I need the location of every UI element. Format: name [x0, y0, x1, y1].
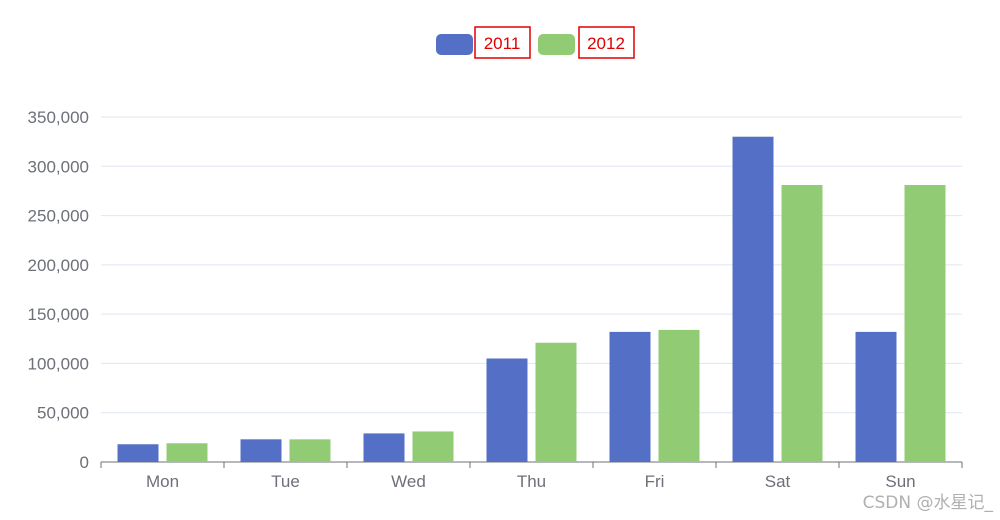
legend-swatch-2011 — [436, 34, 473, 55]
bar-2011-mon[interactable] — [117, 444, 159, 462]
legend-label-box-2012 — [578, 26, 635, 59]
y-tick-label: 150,000 — [28, 305, 89, 324]
y-axis: 0 50,000 100,000 150,000 200,000 250,000 300,0… — [28, 108, 89, 472]
grid-lines — [101, 116, 962, 414]
y-tick-label: 50,000 — [37, 404, 89, 423]
legend[interactable]: 2011 2012 — [436, 26, 635, 59]
bar-2011-thu[interactable] — [486, 358, 528, 463]
bar-2011-sat[interactable] — [732, 136, 774, 462]
y-tick-label: 250,000 — [28, 207, 89, 226]
bar-2012-wed[interactable] — [412, 431, 454, 462]
bar-2011-tue[interactable] — [240, 439, 282, 462]
x-tick-label: Thu — [517, 472, 546, 491]
bar-2012-sun[interactable] — [904, 185, 946, 462]
y-tick-label: 200,000 — [28, 256, 89, 275]
x-tick-label: Sun — [885, 472, 915, 491]
bar-2011-fri[interactable] — [609, 331, 651, 462]
y-tick-label: 350,000 — [28, 108, 89, 127]
y-tick-label: 100,000 — [28, 354, 89, 373]
x-tick-label: Tue — [271, 472, 300, 491]
x-tick-label: Fri — [645, 472, 665, 491]
x-tick-label: Mon — [146, 472, 179, 491]
legend-label-2012: 2012 — [587, 34, 625, 53]
legend-label-box-2011 — [474, 26, 531, 59]
legend-swatch-2012 — [538, 34, 575, 55]
bar-2011-wed[interactable] — [363, 433, 405, 462]
bar-2012-thu[interactable] — [535, 342, 577, 462]
legend-item-2012[interactable]: 2012 — [538, 26, 635, 59]
y-tick-label: 0 — [80, 453, 89, 472]
bar-2012-tue[interactable] — [289, 439, 331, 462]
bar-2012-mon[interactable] — [166, 443, 208, 462]
bars — [117, 136, 946, 463]
bar-2012-fri[interactable] — [658, 329, 700, 462]
bar-2012-sat[interactable] — [781, 185, 823, 462]
x-tick-label: Wed — [391, 472, 426, 491]
legend-item-2011[interactable]: 2011 — [436, 26, 531, 59]
watermark: CSDN @水星记_ — [863, 493, 994, 513]
legend-label-2011: 2011 — [484, 34, 521, 53]
y-tick-label: 300,000 — [28, 157, 89, 176]
bar-2011-sun[interactable] — [855, 331, 897, 462]
x-tick-label: Sat — [765, 472, 791, 491]
x-axis: Mon Tue Wed Thu Fri Sat Sun — [100, 461, 963, 491]
